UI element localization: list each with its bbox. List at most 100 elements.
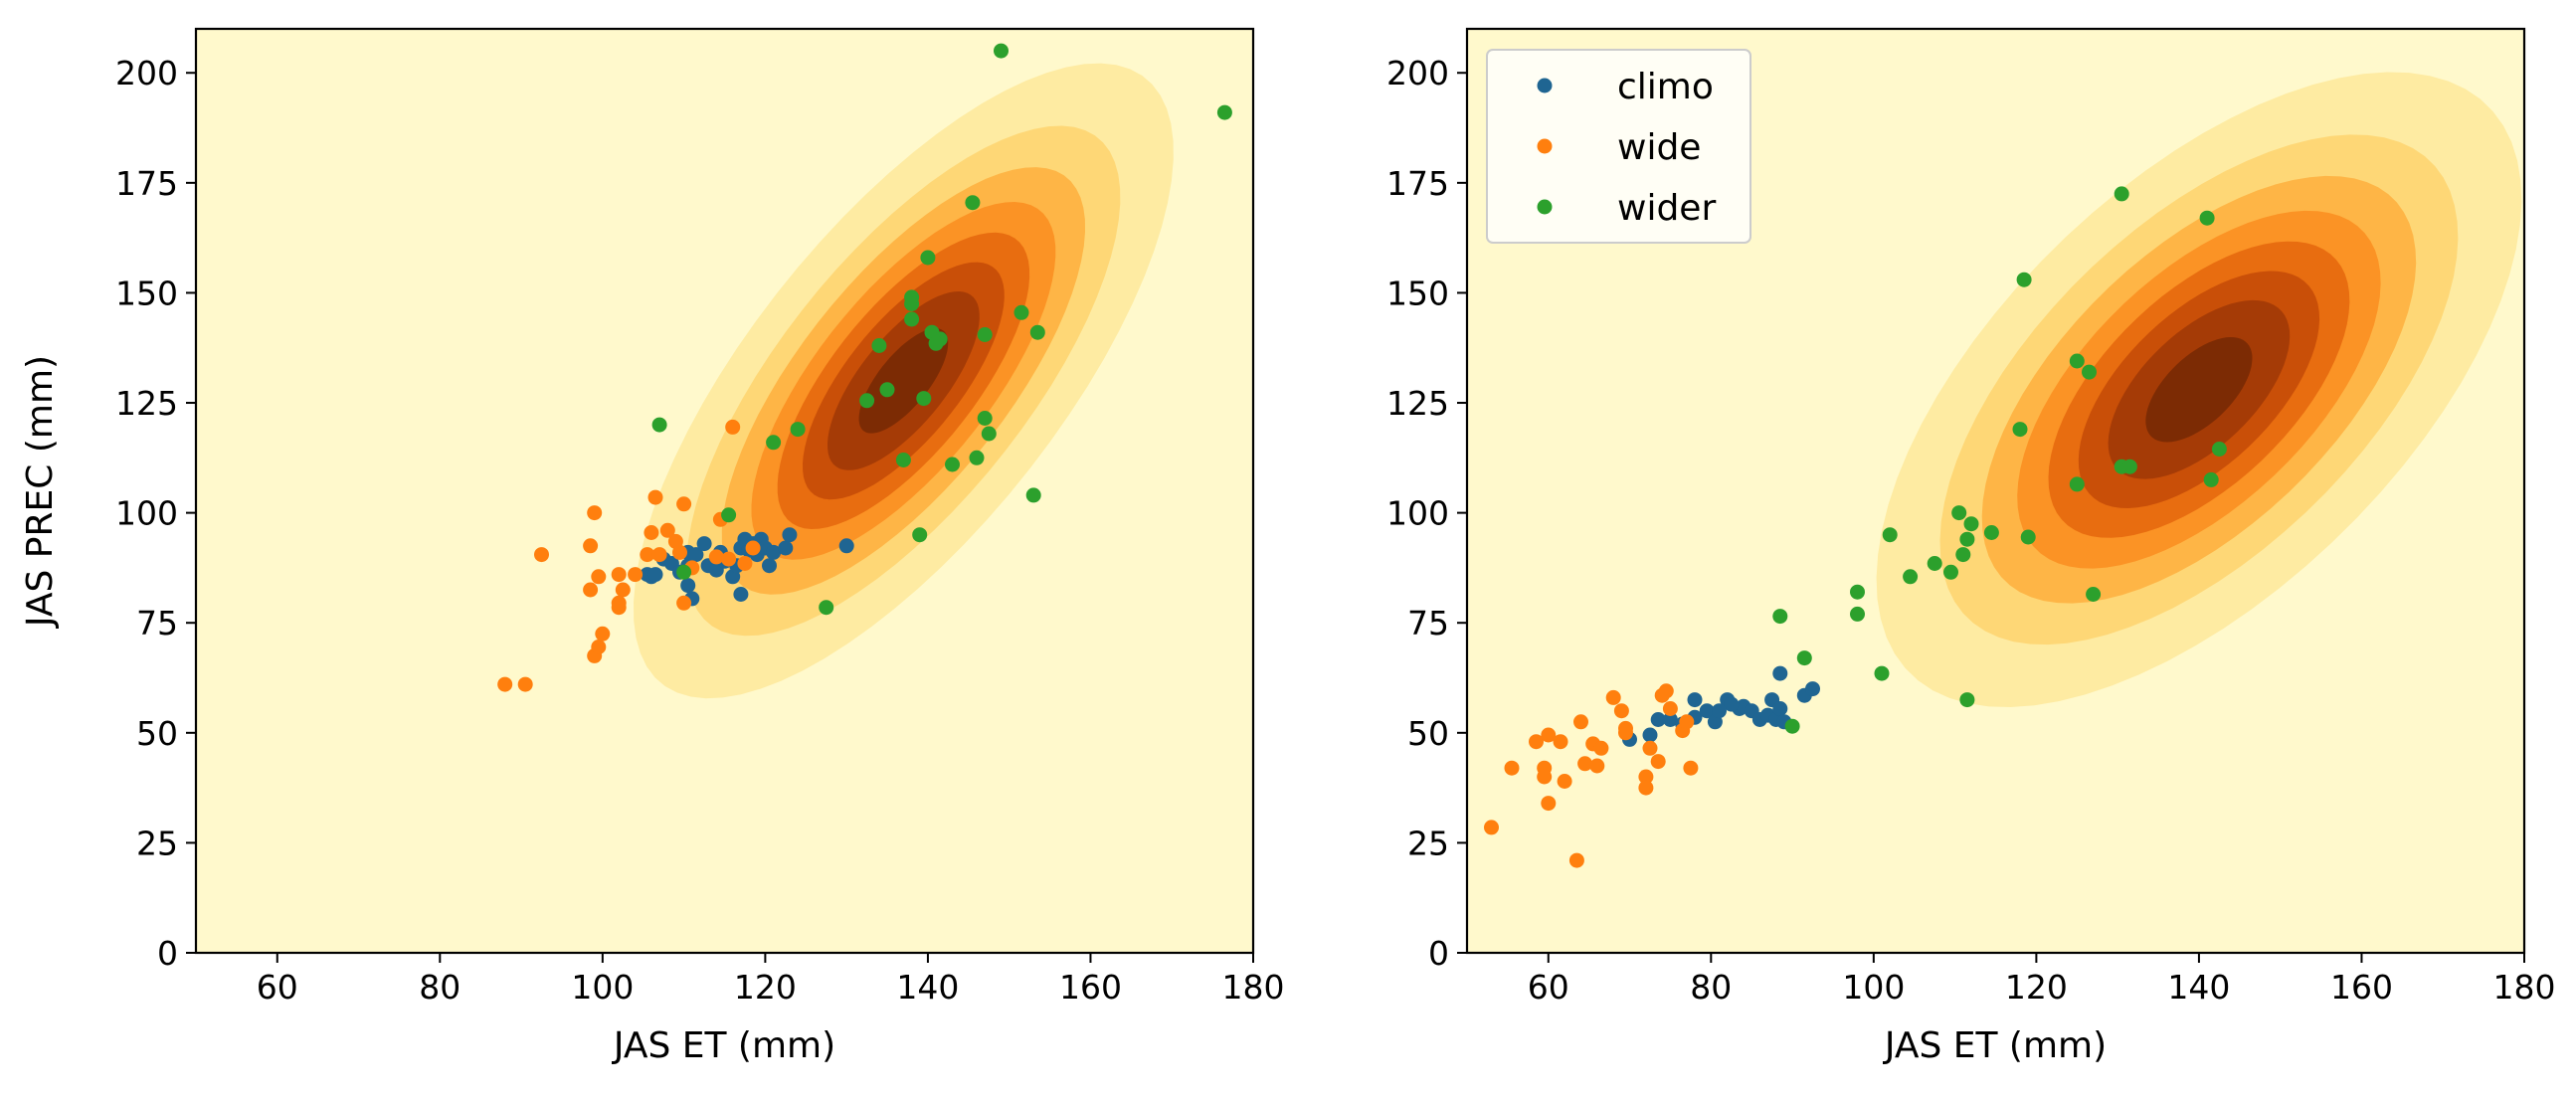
scatter-point-wide [1662,701,1678,716]
scatter-point-wide [583,582,599,598]
y-tick-label: 25 [136,824,178,862]
scatter-point-wide [1642,740,1658,756]
scatter-point-wider [1216,104,1232,120]
axes-frame [1465,27,2526,955]
scatter-point-wider [904,311,920,327]
scatter-point-wider [2114,186,2129,202]
scatter-point-wider [895,453,911,467]
scatter-point-wider [871,338,887,353]
scatter-point-wide [672,544,687,560]
scatter-point-wider [928,335,944,351]
x-tick-label: 120 [2005,968,2068,1007]
legend-marker-wide [1537,138,1553,154]
scatter-point-wider [1983,525,1999,540]
scatter-point-climo [696,536,712,552]
scatter-point-wide [1650,754,1666,770]
scatter-point-climo [647,567,663,583]
scatter-point-wide [1541,727,1557,743]
legend-marker-wider [1537,199,1553,215]
scatter-point-wide [1638,769,1654,785]
x-tick-label: 80 [419,968,460,1007]
y-tick-label: 200 [115,54,178,92]
scatter-point-wider [2016,272,2032,287]
scatter-point-wider [790,422,806,438]
y-tick-label: 125 [115,384,178,423]
series-wide [1484,683,1699,868]
scatter-point-wider [879,382,895,398]
scatter-point-wider [981,426,997,442]
kde-contour-level [858,328,949,434]
scatter-point-wide [1577,756,1593,772]
y-tick-label: 50 [136,714,178,753]
scatter-point-climo [778,540,794,556]
scatter-point-wide [517,676,533,692]
scatter-point-wide [615,582,631,598]
scatter-point-wide [595,626,611,642]
scatter-point-wide [1613,703,1629,719]
scatter-point-wider [2069,476,2085,492]
scatter-point-wide [1593,740,1609,756]
scatter-point-wide [647,489,663,505]
series-wider [1772,186,2227,734]
x-tick-label: 80 [1690,968,1732,1007]
scatter-point-wider [721,507,737,523]
scatter-point-wider [2211,442,2227,457]
scatter-point-wide [644,525,659,540]
scatter-point-wider [766,435,782,451]
scatter-point-wide [1541,796,1557,812]
scatter-point-wide [1573,714,1588,730]
y-tick-label: 75 [1407,604,1449,643]
x-tick-label: 160 [1059,968,1122,1007]
scatter-point-wider [1796,650,1812,666]
scatter-point-wider [1874,665,1890,681]
scatter-point-wide [708,549,724,565]
scatter-point-wider [1029,324,1045,340]
legend-label-wider: wider [1617,188,1716,229]
scatter-point-wider [1772,609,1788,625]
scatter-point-wide [659,522,675,538]
legend-box [1486,49,1751,244]
x-tick-label: 100 [571,968,634,1007]
scatter-point-wide [591,640,607,654]
scatter-point-climo [1650,712,1666,727]
scatter-point-wider [2199,210,2215,226]
scatter-point-climo [1662,712,1678,727]
scatter-point-climo [1805,681,1820,697]
scatter-point-wide [1589,758,1605,774]
chart-panel-left: 60 80 100 120 140 160 180 0 25 50 75 100 125 150 175 20… [20,27,1285,1066]
scatter-point-wider [1927,556,1942,571]
scatter-point-wide [583,538,599,554]
y-tick-label: 25 [1407,824,1449,862]
scatter-point-climo [762,558,777,574]
scatter-point-wide [676,595,692,611]
scatter-point-wide [1605,689,1621,705]
scatter-point-wider [1850,584,1865,600]
scatter-point-wider [965,195,981,211]
scatter-point-wide [1504,760,1520,776]
scatter-point-wider [2203,471,2219,487]
y-tick-label: 75 [136,604,178,643]
series-wider [651,43,1232,616]
y-tick-label: 100 [1386,494,1449,533]
scatter-point-wider [920,250,936,266]
scatter-point-climo [838,538,854,554]
scatter-point-wider [1025,487,1041,503]
y-tick-label: 50 [1407,714,1449,753]
y-tick-label: 150 [1386,274,1449,312]
scatter-point-wider [977,411,993,426]
scatter-point-climo [733,587,749,602]
scatter-point-wide [1557,774,1572,789]
scatter-point-wide [1537,769,1553,785]
y-tick-label: 100 [115,494,178,533]
scatter-point-wide [721,551,737,567]
y-tick-label: 150 [115,274,178,312]
scatter-point-wider [945,457,960,472]
scatter-point-climo [1712,703,1727,719]
scatter-point-wide [1618,725,1633,741]
y-tick-label: 175 [1386,164,1449,203]
scatter-point-wide [1529,734,1544,750]
x-axis-label: JAS ET (mm) [1883,1025,2107,1066]
scatter-point-wider [912,527,928,543]
scatter-point-wider [819,600,834,616]
